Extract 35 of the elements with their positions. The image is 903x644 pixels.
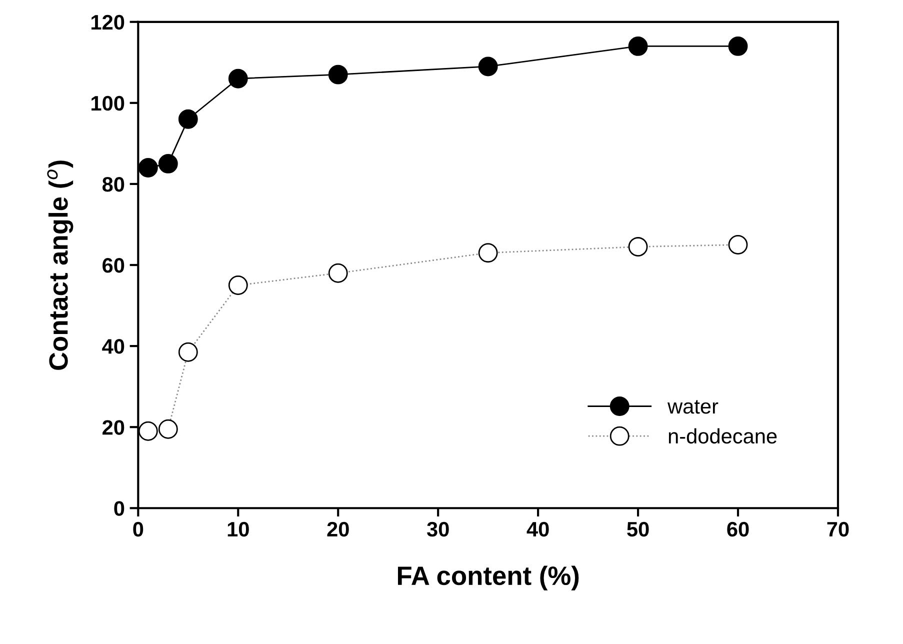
x-tick-label: 70	[827, 522, 849, 537]
x-tick-label: 0	[133, 522, 144, 537]
point	[328, 263, 348, 283]
point	[728, 36, 748, 56]
y-tick-label: 80	[102, 176, 124, 192]
x-tick-label: 10	[228, 522, 249, 537]
y-tick-label: 0	[114, 501, 124, 516]
point	[178, 109, 198, 129]
x-tick-label: 30	[426, 522, 449, 537]
y-tick-label: 120	[92, 14, 124, 30]
y-axis-title: Contact angle ($^{o}$)	[47, 160, 74, 370]
legend-label: water	[668, 400, 718, 414]
point	[228, 68, 248, 88]
legend-label: n-dodecane	[668, 428, 777, 444]
x-tick-label: 60	[727, 522, 749, 537]
point	[628, 36, 648, 56]
point	[138, 158, 158, 178]
point	[478, 243, 498, 263]
point	[628, 237, 648, 256]
x-tick-label: 20	[327, 522, 349, 537]
y-tick-label: 100	[92, 96, 124, 111]
x-tick-label: 50	[627, 522, 649, 537]
y-tick-label: 40	[102, 339, 124, 354]
y-tick-label: 60	[102, 258, 124, 273]
point	[228, 276, 248, 295]
point	[138, 421, 158, 441]
point	[158, 419, 178, 439]
point	[178, 342, 198, 362]
x-axis-title: FA content (%)	[398, 566, 579, 590]
y-tick-label: 20	[102, 420, 124, 435]
point	[158, 154, 178, 174]
x-tick-label: 40	[526, 522, 549, 537]
point	[478, 56, 498, 76]
point	[728, 235, 748, 254]
point	[328, 64, 348, 84]
